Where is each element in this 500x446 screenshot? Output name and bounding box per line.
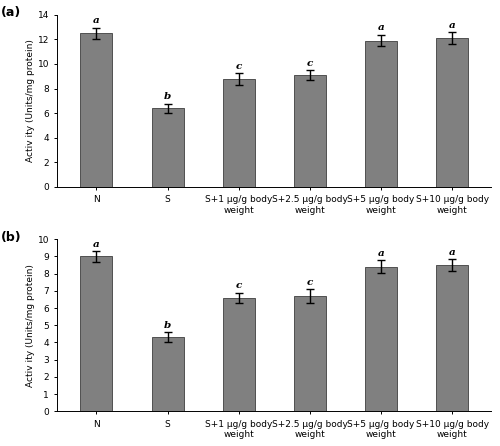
Y-axis label: Activ ity (Units/mg protein): Activ ity (Units/mg protein) [26,39,35,162]
Bar [294,75,326,187]
Text: b: b [164,92,172,101]
Bar [294,296,326,411]
Y-axis label: Activ ity (Units/mg protein): Activ ity (Units/mg protein) [26,264,35,387]
Bar [152,337,184,411]
Text: a: a [93,17,100,25]
Bar [223,297,255,411]
Text: (a): (a) [1,6,21,19]
Text: c: c [236,281,242,290]
Bar [436,38,468,187]
Text: a: a [378,24,384,33]
Bar [365,267,397,411]
Text: a: a [449,248,456,257]
Bar [152,108,184,187]
Bar [365,41,397,187]
Text: a: a [449,21,456,30]
Bar [80,33,112,187]
Text: a: a [378,249,384,258]
Text: c: c [307,278,313,287]
Text: (b): (b) [1,231,21,244]
Text: c: c [307,59,313,68]
Bar [436,265,468,411]
Text: b: b [164,322,172,330]
Text: c: c [236,62,242,70]
Bar [223,78,255,187]
Text: a: a [93,240,100,249]
Bar [80,256,112,411]
